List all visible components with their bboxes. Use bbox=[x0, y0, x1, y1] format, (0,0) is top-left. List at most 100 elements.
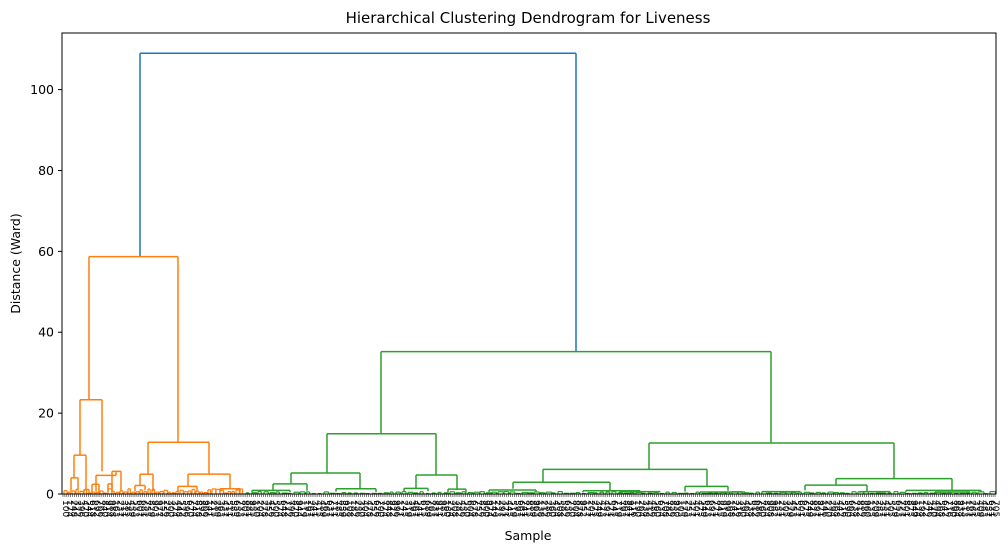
x-tick-label: 157 bbox=[772, 500, 782, 517]
x-tick-label: 955 bbox=[247, 500, 257, 517]
x-tick-label: 977 bbox=[153, 500, 163, 517]
x-tick-label: 637 bbox=[325, 500, 335, 517]
x-tick-label: 571 bbox=[605, 500, 615, 517]
x-tick-label: 141 bbox=[204, 500, 214, 517]
x-tick-label: 574 bbox=[274, 500, 284, 517]
x-tick-label: 193 bbox=[301, 500, 311, 517]
x-tick-label: 483 bbox=[978, 500, 988, 517]
x-tick-label: 316 bbox=[733, 500, 743, 517]
x-tick-label: 508 bbox=[554, 500, 564, 517]
x-tick-label: 409 bbox=[975, 500, 985, 517]
plot-area bbox=[61, 32, 997, 495]
x-tick-label: 568 bbox=[936, 500, 946, 517]
x-tick-label: 124 bbox=[912, 500, 922, 517]
x-tick-label: 867 bbox=[620, 500, 630, 517]
x-tick-label: 552 bbox=[367, 500, 377, 517]
x-tick-label: 297 bbox=[496, 500, 506, 517]
x-tick-label: 626 bbox=[371, 500, 381, 517]
x-tick-label: 330 bbox=[356, 500, 366, 517]
x-tick-label: 319 bbox=[402, 500, 412, 517]
x-tick-label: 878 bbox=[574, 500, 584, 517]
x-tick-label: 163 bbox=[111, 500, 121, 517]
x-tick-label: 549 bbox=[698, 500, 708, 517]
x-tick-label: 261 bbox=[967, 500, 977, 517]
x-tick-label: 382 bbox=[453, 500, 463, 517]
x-tick-label: 623 bbox=[702, 500, 712, 517]
x-tick-label: 823 bbox=[807, 500, 817, 517]
x-tick-label: 897 bbox=[811, 500, 821, 517]
x-tick-label: 930 bbox=[671, 500, 681, 517]
x-tick-label: 659 bbox=[231, 500, 241, 517]
x-tick-label: 730 bbox=[566, 500, 576, 517]
x-tick-label: 146 bbox=[819, 500, 829, 517]
x-tick-label: 938 bbox=[955, 500, 965, 517]
x-tick-label: 242 bbox=[729, 500, 739, 517]
x-tick-label: 859 bbox=[336, 500, 346, 517]
x-tick-label: 914 bbox=[103, 500, 113, 517]
x-tick-label: 760 bbox=[757, 500, 767, 517]
x-tick-label: 631 bbox=[986, 500, 996, 517]
dendrogram-links bbox=[70, 52, 982, 494]
x-tick-label: 612 bbox=[749, 500, 759, 517]
x-tick-label: 360 bbox=[546, 500, 556, 517]
x-tick-label: 790 bbox=[947, 500, 957, 517]
x-tick-label: 579 bbox=[889, 500, 899, 517]
x-tick-label: 601 bbox=[795, 500, 805, 517]
x-tick-label: 886 bbox=[858, 500, 868, 517]
x-tick-label: 681 bbox=[138, 500, 148, 517]
x-tick-label: 434 bbox=[550, 500, 560, 517]
x-tick-label: 130 bbox=[251, 500, 261, 517]
x-tick-label: 664 bbox=[846, 500, 856, 517]
x-tick-label: 705 bbox=[990, 500, 1000, 517]
y-axis-label: Distance (Ward) bbox=[8, 213, 23, 313]
x-tick-label: 557 bbox=[982, 500, 992, 517]
x-tick-label: 678 bbox=[469, 500, 479, 517]
x-tick-label: 267 bbox=[305, 500, 315, 517]
x-tick-label: 530 bbox=[461, 500, 471, 517]
x-tick-label: 812 bbox=[854, 500, 864, 517]
y-tick-label: 40 bbox=[38, 325, 54, 340]
x-tick-label: 335 bbox=[971, 500, 981, 517]
x-tick-label: 864 bbox=[951, 500, 961, 517]
x-tick-label: 607 bbox=[134, 500, 144, 517]
x-tick-label: 875 bbox=[904, 500, 914, 517]
x-tick-label: 475 bbox=[694, 500, 704, 517]
chart-title: Hierarchical Clustering Dendrogram for L… bbox=[346, 9, 711, 27]
x-tick-label: 467 bbox=[410, 500, 420, 517]
x-tick-label: 404 bbox=[360, 500, 370, 517]
x-tick-label: 231 bbox=[776, 500, 786, 517]
x-tick-label: 596 bbox=[181, 500, 191, 517]
x-axis: 1001742483223964705446186927668409149881… bbox=[60, 494, 1000, 517]
x-tick-label: 448 bbox=[173, 500, 183, 517]
y-tick-label: 80 bbox=[38, 163, 54, 178]
x-tick-label: 215 bbox=[208, 500, 218, 517]
x-tick-label: 393 bbox=[406, 500, 416, 517]
x-tick-label: 105 bbox=[675, 500, 685, 517]
x-tick-label: 522 bbox=[177, 500, 187, 517]
x-tick-label: 516 bbox=[838, 500, 848, 517]
x-tick-label: 445 bbox=[504, 500, 514, 517]
x-tick-label: 560 bbox=[652, 500, 662, 517]
x-tick-label: 722 bbox=[282, 500, 292, 517]
x-tick-label: 248 bbox=[68, 500, 78, 517]
x-tick-label: 848 bbox=[383, 500, 393, 517]
x-tick-label: 793 bbox=[616, 500, 626, 517]
x-tick-label: 974 bbox=[484, 500, 494, 517]
x-tick-label: 889 bbox=[527, 500, 537, 517]
x-tick-label: 349 bbox=[593, 500, 603, 517]
x-tick-label: 604 bbox=[465, 500, 475, 517]
x-tick-label: 505 bbox=[885, 500, 895, 517]
x-tick-label: 272 bbox=[920, 500, 930, 517]
x-tick-label: 801 bbox=[901, 500, 911, 517]
x-tick-label: 437 bbox=[220, 500, 230, 517]
x-tick-label: 204 bbox=[255, 500, 265, 517]
x-tick-label: 963 bbox=[531, 500, 541, 517]
x-tick-label: 590 bbox=[842, 500, 852, 517]
x-tick-label: 771 bbox=[710, 500, 720, 517]
x-tick-label: 352 bbox=[262, 500, 272, 517]
x-tick-label: 160 bbox=[441, 500, 451, 517]
x-tick-label: 294 bbox=[827, 500, 837, 517]
x-tick-label: 686 bbox=[753, 500, 763, 517]
x-tick-label: 837 bbox=[430, 500, 440, 517]
